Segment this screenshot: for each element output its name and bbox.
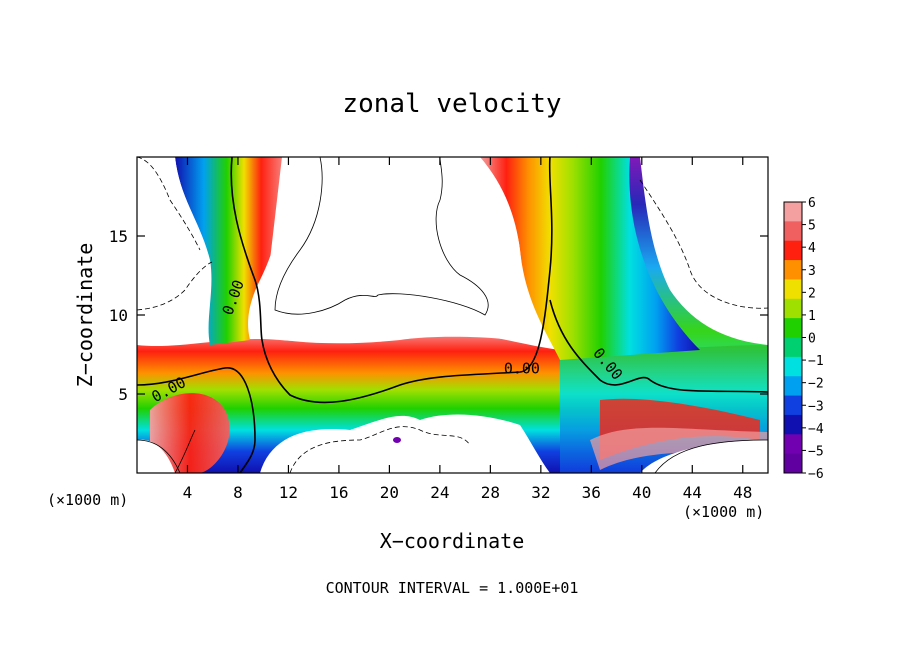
colorbar-label: −2 bbox=[808, 377, 824, 392]
colorbar-swatch bbox=[784, 202, 802, 222]
y-unit-label: (×1000 m) bbox=[47, 491, 128, 509]
y-tick-label: 5 bbox=[118, 385, 128, 404]
x-tick-label: 40 bbox=[632, 483, 651, 502]
x-tick-label: 36 bbox=[582, 483, 601, 502]
colorbar-label: −3 bbox=[808, 399, 824, 414]
x-tick-label: 12 bbox=[279, 483, 298, 502]
colorbar-label: −1 bbox=[808, 354, 824, 369]
colorbar-swatch bbox=[784, 240, 802, 261]
x-axis-label: X−coordinate bbox=[380, 529, 525, 553]
colorbar-label: −6 bbox=[808, 467, 824, 482]
x-axis-ticks: 4 8 12 16 20 24 28 32 36 40 44 48 bbox=[183, 157, 752, 502]
colorbar-label: −4 bbox=[808, 422, 824, 437]
colorbar-swatch bbox=[784, 414, 802, 435]
colorbar: 6 5 4 3 2 1 0 −1 −2 −3 −4 −5 −6 bbox=[783, 196, 824, 482]
colorbar-label: −5 bbox=[808, 444, 824, 459]
colorbar-swatch bbox=[784, 221, 802, 242]
colorbar-swatch bbox=[784, 356, 802, 377]
x-tick-label: 8 bbox=[233, 483, 243, 502]
colorbar-swatch bbox=[784, 298, 802, 319]
colorbar-swatch bbox=[784, 395, 802, 416]
x-tick-label: 4 bbox=[183, 483, 193, 502]
colorbar-swatch bbox=[784, 376, 802, 397]
y-axis-ticks: 5 10 15 bbox=[109, 227, 768, 404]
colorbar-swatch bbox=[784, 260, 802, 280]
y-tick-label: 15 bbox=[109, 227, 128, 246]
contour-label: 0.00 bbox=[504, 359, 540, 377]
colorbar-swatch bbox=[784, 279, 802, 300]
x-tick-label: 20 bbox=[380, 483, 399, 502]
colorbar-swatch bbox=[784, 318, 802, 338]
y-tick-label: 10 bbox=[109, 306, 128, 325]
colorbar-swatch bbox=[784, 453, 802, 474]
colorbar-label: 3 bbox=[808, 264, 816, 279]
velocity-field bbox=[137, 157, 768, 473]
x-unit-label: (×1000 m) bbox=[683, 503, 764, 521]
colorbar-swatch bbox=[784, 337, 802, 358]
colorbar-swatch bbox=[784, 434, 802, 455]
colorbar-label: 2 bbox=[808, 286, 816, 301]
x-tick-label: 44 bbox=[683, 483, 702, 502]
colorbar-label: 5 bbox=[808, 219, 816, 234]
colorbar-label: 1 bbox=[808, 309, 816, 324]
y-axis-label: Z−coordinate bbox=[73, 243, 97, 388]
colorbar-label: 4 bbox=[808, 241, 816, 256]
x-tick-label: 32 bbox=[531, 483, 550, 502]
x-tick-label: 48 bbox=[733, 483, 752, 502]
chart-title: zonal velocity bbox=[342, 89, 561, 119]
x-tick-label: 24 bbox=[430, 483, 449, 502]
x-tick-label: 28 bbox=[481, 483, 500, 502]
contour-interval-footer: CONTOUR INTERVAL = 1.000E+01 bbox=[326, 579, 579, 597]
colorbar-label: 0 bbox=[808, 332, 816, 347]
x-tick-label: 16 bbox=[329, 483, 348, 502]
colorbar-label: 6 bbox=[808, 196, 816, 211]
